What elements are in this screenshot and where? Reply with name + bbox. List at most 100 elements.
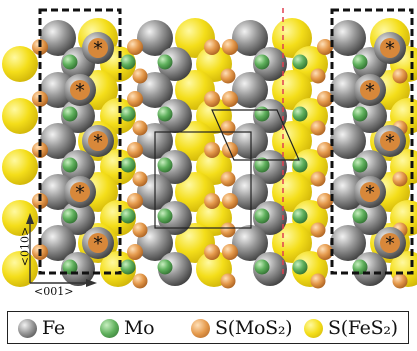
mo-atom	[62, 106, 78, 122]
s-mos2-atom	[392, 171, 408, 187]
mo-atom	[352, 157, 368, 173]
legend-item-s-fes2: S(FeS₂)	[304, 315, 398, 341]
star-marker: *	[385, 38, 395, 60]
fe-atom	[232, 72, 268, 108]
legend-label-fe: Fe	[42, 317, 65, 339]
legend-label-mo: Mo	[124, 317, 155, 339]
mo-atom	[62, 54, 78, 70]
mo-atom	[120, 208, 136, 224]
left-dashed-region	[38, 8, 122, 275]
unit-cell-parallelogram	[211, 109, 300, 161]
star-marker: *	[75, 182, 85, 204]
legend-label-s-fes2: S(FeS₂)	[328, 317, 398, 339]
mo-atom	[157, 54, 173, 70]
star-marker: *	[385, 233, 395, 255]
s-mos2-atom	[310, 120, 326, 136]
mo-atom	[352, 259, 368, 275]
s-mos2-atom	[127, 244, 143, 260]
s-mos2-atom	[317, 142, 333, 158]
mo-atoms	[62, 54, 368, 275]
marker-core	[88, 38, 108, 58]
s-mos2-atom	[204, 193, 220, 209]
fe-atom	[40, 20, 76, 56]
marker-core	[360, 182, 380, 202]
legend-item-s-mos2: S(MoS₂)	[191, 315, 293, 341]
legend-item-mo: Mo	[100, 315, 155, 341]
mo-atom	[120, 106, 136, 122]
s-mos2-atom	[392, 68, 408, 84]
s-mos2-atom	[392, 273, 408, 289]
fe-swatch	[18, 318, 37, 338]
s-mos2-atom	[204, 91, 220, 107]
mo-atom	[352, 106, 368, 122]
mo-atom	[352, 208, 368, 224]
crystal-structure-diagram: * * * * * * * * * *	[2, 8, 417, 289]
mo-atom	[254, 106, 270, 122]
s-mos2-atom	[132, 68, 148, 84]
s-mos2-swatch	[191, 318, 210, 338]
s-mos2-atom	[222, 39, 238, 55]
s-fes2-atom	[2, 46, 38, 82]
star-marker: *	[93, 233, 103, 255]
fe-atom	[137, 72, 173, 108]
s-mos2-atom	[220, 273, 236, 289]
mo-atom	[62, 157, 78, 173]
s-mos2-atom	[132, 273, 148, 289]
star-marker: *	[365, 80, 375, 102]
fe-atom	[232, 225, 268, 261]
s-mos2-atom	[132, 120, 148, 136]
s-mos2-atom	[204, 244, 220, 260]
mo-atom	[292, 208, 308, 224]
marked-fe-atoms: * * * * * * * * * *	[64, 32, 406, 259]
s-mos2-atom	[127, 193, 143, 209]
s-fes2-swatch	[304, 318, 323, 338]
marker-core	[360, 80, 380, 100]
marker-core	[70, 80, 90, 100]
fe-atom	[137, 20, 173, 56]
fe-atom	[40, 225, 76, 261]
s-fes2-atom	[2, 98, 38, 134]
mo-atom	[157, 259, 173, 275]
fe-atom	[232, 174, 268, 210]
fe-atom	[330, 225, 366, 261]
star-marker: *	[385, 131, 395, 153]
mo-atom	[120, 54, 136, 70]
star-marker: *	[93, 38, 103, 60]
marker-core	[380, 131, 400, 151]
mo-atom	[254, 259, 270, 275]
s-mos2-atom	[220, 171, 236, 187]
marker-core	[380, 38, 400, 58]
star-marker: *	[75, 80, 85, 102]
fe-atom	[330, 123, 366, 159]
right-dashed-region	[330, 8, 414, 275]
s-mos2-atom	[220, 68, 236, 84]
cell-lines	[26, 8, 414, 287]
s-mos2-atom	[132, 222, 148, 238]
s-mos2-atom	[310, 68, 326, 84]
s-mos2-atom	[317, 39, 333, 55]
marker-core	[70, 182, 90, 202]
mo-atom	[292, 106, 308, 122]
s-mos2-atom	[317, 193, 333, 209]
axis-label-010: <010>	[18, 226, 32, 267]
horizontal-arrow-head	[86, 279, 97, 287]
mo-atom	[292, 54, 308, 70]
legend: Fe Mo S(MoS₂) S(FeS₂)	[7, 311, 409, 344]
fe-atom	[232, 20, 268, 56]
mo-atom	[157, 157, 173, 173]
s-mos2-atom	[132, 171, 148, 187]
mo-atom	[157, 208, 173, 224]
mo-atom	[292, 157, 308, 173]
s-mos2-atom	[222, 193, 238, 209]
s-mos2-atoms	[32, 39, 408, 289]
mo-atom	[254, 208, 270, 224]
axis-label-001: <001>	[34, 285, 74, 298]
s-mos2-atom	[204, 39, 220, 55]
s-mos2-atom	[222, 244, 238, 260]
legend-label-s-mos2: S(MoS₂)	[215, 317, 293, 339]
s-mos2-atom	[220, 222, 236, 238]
mo-atom	[157, 106, 173, 122]
marker-core	[88, 131, 108, 151]
legend-item-fe: Fe	[18, 315, 65, 341]
star-marker: *	[365, 182, 375, 204]
